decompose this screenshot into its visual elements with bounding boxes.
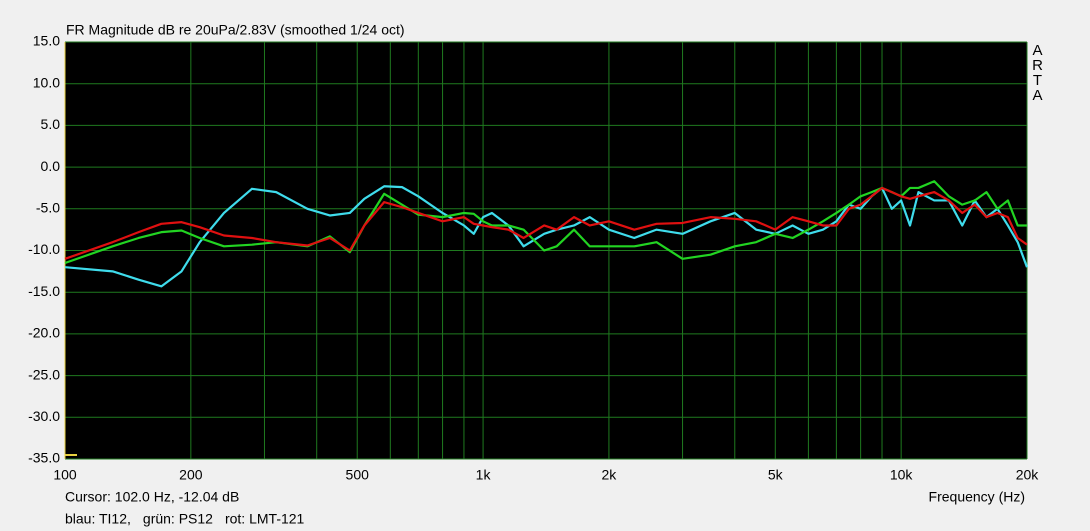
- chart-title: FR Magnitude dB re 20uPa/2.83V (smoothed…: [66, 22, 405, 38]
- x-tick-label: 5k: [768, 467, 784, 483]
- x-tick-label: 20k: [1016, 467, 1040, 483]
- y-tick-label: 10.0: [33, 74, 60, 90]
- y-tick-label: -20.0: [28, 325, 60, 341]
- cursor-readout: Cursor: 102.0 Hz, -12.04 dB: [65, 489, 239, 505]
- x-tick-label: 10k: [890, 467, 914, 483]
- legend-entry: grün: PS12: [143, 511, 213, 527]
- x-tick-label: 2k: [602, 467, 618, 483]
- legend-entry: blau: TI12,: [65, 511, 131, 527]
- x-tick-label: 1k: [476, 467, 492, 483]
- cursor-marker: [65, 454, 77, 456]
- y-tick-label: -35.0: [28, 450, 60, 466]
- x-tick-label: 200: [179, 467, 203, 483]
- x-tick-label: 500: [346, 467, 370, 483]
- y-tick-label: -5.0: [36, 200, 60, 216]
- y-tick-label: 0.0: [41, 158, 61, 174]
- legend-entry: rot: LMT-121: [225, 511, 305, 527]
- y-tick-label: -25.0: [28, 366, 60, 382]
- y-tick-label: 15.0: [33, 33, 60, 49]
- series-line: [64, 186, 1028, 260]
- y-tick-label: -30.0: [28, 408, 60, 424]
- y-tick-label: -10.0: [28, 241, 60, 257]
- side-label: ARTA: [1029, 42, 1046, 102]
- x-axis-label: Frequency (Hz): [929, 489, 1025, 505]
- y-tick-label: -15.0: [28, 283, 60, 299]
- x-tick-label: 100: [53, 467, 77, 483]
- y-tick-label: 5.0: [41, 116, 61, 132]
